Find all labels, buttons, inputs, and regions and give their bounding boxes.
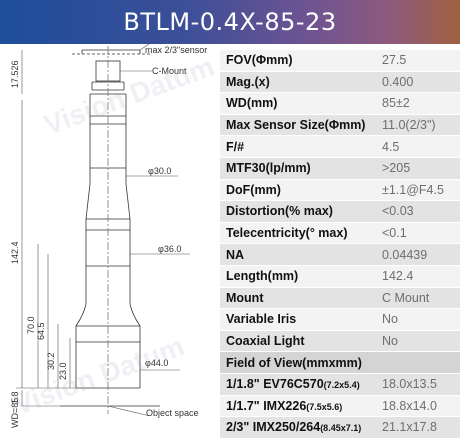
fov-sensor: 2/3" IMX250/264 [226,420,321,435]
fov-sensor-size: (8.45x7.1) [320,423,362,434]
lens-drawing: max 2/3"sensor C-Mount φ30.0 φ36.0 φ44.0… [10,44,207,428]
fov-value: 21.1x17.8 [382,420,437,435]
spec-value: 0.400 [382,74,414,89]
spec-value: No [382,334,398,349]
diameter-36-label: φ36.0 [158,244,181,254]
dim-142-4: 142.4 [10,241,20,264]
fov-header-label: Field of View(mmxmm) [226,355,362,370]
dim-wd: WD=85 [10,398,20,428]
spec-value: 4.5 [382,139,400,154]
dim-17-526: 17.526 [10,60,20,88]
spec-value: C Mount [382,290,430,305]
lens-outline [60,46,160,414]
spec-label: NA [226,247,245,262]
fov-value: 18.0x13.5 [382,377,437,392]
max-sensor-label: max 2/3"sensor [145,45,207,55]
dim-23-0: 23.0 [58,362,68,380]
spec-label: Variable Iris [226,312,297,327]
spec-value: 0.04439 [382,247,428,262]
spec-label: MTF30(lp/mm) [226,161,311,176]
spec-value: <0.03 [382,204,414,219]
spec-row-fov: FOV(Φmm) 27.5 [220,50,460,72]
spec-value: 142.4 [382,269,414,284]
title-banner: BTLM-0.4X-85-23 [0,0,460,44]
dim-70-0: 70.0 [26,316,36,334]
spec-label: FOV(Φmm) [226,53,293,68]
product-title: BTLM-0.4X-85-23 [123,8,337,36]
spec-row-telecentricity: Telecentricity(° max) <0.1 [220,222,460,245]
fov-row: 1/1.8" EV76C570(7.2x5.4) 18.0x13.5 [220,373,460,396]
spec-label: Length(mm) [226,269,299,284]
dimension-lines [16,44,190,417]
spec-value: 27.5 [382,53,407,68]
spec-label: Coaxial Light [226,334,305,349]
spec-label: F/# [226,139,245,154]
spec-label: WD(mm) [226,96,278,111]
spec-row-mount: Mount C Mount [220,287,460,310]
spec-label: DoF(mm) [226,182,281,197]
object-space-label: Object space [146,408,199,418]
spec-label: Mag.(x) [226,74,270,89]
spec-label: Max Sensor Size(Φmm) [226,118,366,133]
dim-1-8: 1.8 [10,391,20,404]
spec-label: Distortion(% max) [226,204,333,219]
spec-row-wd: WD(mm) 85±2 [220,93,460,115]
spec-row-mtf: MTF30(lp/mm) >205 [220,157,460,180]
diameter-44-label: φ44.0 [145,358,168,368]
spec-value: >205 [382,161,411,176]
fov-value: 18.8x14.0 [382,398,437,413]
spec-row-sensor: Max Sensor Size(Φmm) 11.0(2/3") [220,114,460,137]
spec-value: 85±2 [382,96,410,111]
c-mount-label: C-Mount [152,66,187,76]
fov-sensor-size: (7.2x5.4) [323,380,360,391]
spec-row-distortion: Distortion(% max) <0.03 [220,201,460,223]
spec-row-dof: DoF(mm) ±1.1@F4.5 [220,179,460,202]
spec-row-na: NA 0.04439 [220,244,460,266]
dim-30-2: 30.2 [46,352,56,370]
spec-label: Telecentricity(° max) [226,226,348,241]
spec-row-fnum: F/# 4.5 [220,136,460,158]
fov-sensor: 1/1.7" IMX226 [226,398,307,413]
fov-sensor-size: (7.5x5.6) [306,401,343,412]
spec-row-length: Length(mm) 142.4 [220,265,460,288]
spec-row-iris: Variable Iris No [220,309,460,331]
fov-row: 1/1.7" IMX226(7.5x5.6) 18.8x14.0 [220,395,460,418]
spec-row-mag: Mag.(x) 0.400 [220,71,460,94]
spec-table: FOV(Φmm) 27.5 Mag.(x) 0.400 WD(mm) 85±2 Max… [220,50,460,439]
diameter-30-label: φ30.0 [148,166,171,176]
fov-section-header: Field of View(mmxmm) [220,352,460,374]
dim-64-5: 64.5 [36,322,46,340]
spec-value: ±1.1@F4.5 [382,182,444,197]
spec-value: No [382,312,398,327]
spec-row-coaxial: Coaxial Light No [220,330,460,353]
spec-label: Mount [226,290,264,305]
spec-value: 11.0(2/3") [382,118,436,133]
spec-value: <0.1 [382,226,407,241]
fov-sensor: 1/1.8" EV76C570 [226,377,324,392]
